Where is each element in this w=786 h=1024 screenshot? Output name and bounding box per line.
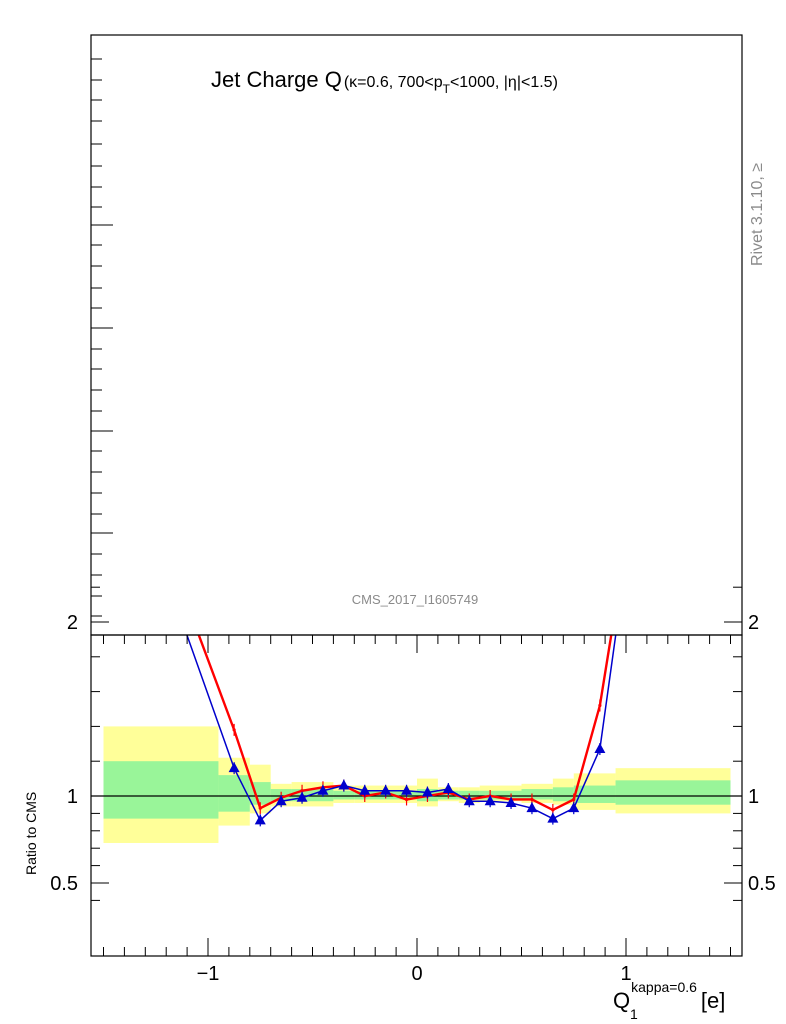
series-marker (505, 796, 517, 807)
series-point (258, 806, 262, 810)
series-marker (317, 784, 329, 795)
series-marker (275, 795, 287, 806)
series-marker (338, 779, 350, 790)
ratio-series (140, 490, 632, 827)
ratio-axis-ticks (91, 586, 742, 956)
series-marker (359, 784, 371, 795)
series-marker (621, 555, 632, 565)
band-inner (103, 761, 219, 819)
main-panel-frame (90, 34, 743, 636)
version-label: Rivet 3.1.10, ≥ (749, 163, 766, 266)
series-marker (568, 802, 580, 813)
band-inner (218, 775, 250, 812)
series-marker (228, 762, 240, 773)
series-marker (463, 795, 475, 806)
y-tick-label: 1 (67, 786, 78, 808)
series-point (598, 703, 602, 708)
series-marker (140, 512, 151, 522)
y-axis-label: Ratio to CMS (23, 792, 39, 875)
series-point (300, 789, 304, 793)
band-inner (333, 790, 355, 800)
series-point (530, 797, 534, 802)
series-point (144, 490, 147, 493)
series-marker (526, 802, 538, 813)
series-point (232, 728, 236, 732)
series-marker (296, 791, 308, 802)
series-marker (380, 784, 392, 795)
x-axis-label: Qkappa=0.6[e] (613, 979, 725, 1013)
x-tick-label: 0 (411, 963, 422, 985)
series-line-1 (186, 635, 617, 822)
y-tick-label: 0.5 (50, 873, 78, 895)
chart-title: Jet Charge Q (κ=0.6, 700<pT<1000, |η|<1.5… (211, 67, 558, 96)
series-marker (421, 786, 433, 797)
band-inner (249, 782, 271, 805)
band-inner (573, 785, 616, 803)
analysis-label: CMS_2017_I1605749 (352, 592, 479, 607)
y-tick-label-right: 2 (748, 612, 759, 634)
uncertainty-bands (103, 726, 731, 843)
x-axis-label-subscript: 1 (630, 1006, 638, 1022)
series-point (624, 542, 627, 545)
series-marker (254, 814, 266, 825)
y-tick-label: 2 (67, 612, 78, 634)
band-inner (479, 790, 522, 800)
x-tick-label: −1 (197, 963, 220, 985)
band-inner (615, 780, 731, 805)
y-tick-label-right: 0.5 (748, 873, 776, 895)
main-panel-ticks (91, 58, 113, 617)
band-inner (521, 789, 553, 800)
series-point (404, 797, 409, 802)
series-marker (401, 784, 413, 795)
series-marker (547, 812, 559, 823)
series-line-0 (197, 635, 613, 812)
series-marker (442, 783, 454, 794)
series-marker (484, 795, 496, 806)
y-tick-label-right: 1 (748, 786, 759, 808)
band-inner (552, 787, 574, 802)
series-marker (594, 743, 606, 754)
series-point (572, 797, 576, 802)
x-tick-label: 1 (620, 963, 631, 985)
ratio-axis-labels: −1 0 1 0.5 0.5 1 1 2 2 (50, 612, 776, 985)
series-point (551, 808, 555, 812)
